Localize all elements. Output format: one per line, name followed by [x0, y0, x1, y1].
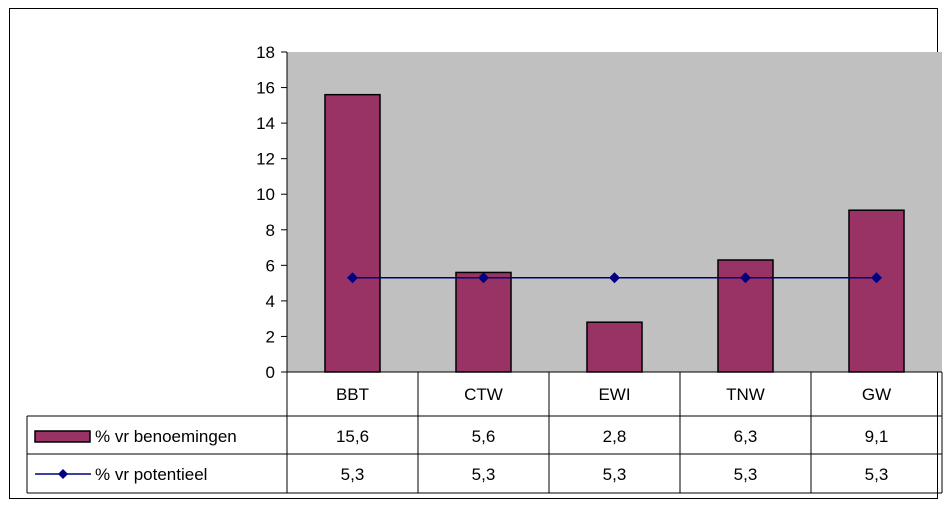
x-tick-label: GW	[862, 385, 891, 404]
data-label: 6,3	[734, 427, 758, 446]
y-tick-label: 16	[256, 79, 275, 98]
data-label: 5,3	[865, 465, 889, 484]
y-tick-label: 8	[266, 221, 275, 240]
bar-CTW	[455, 271, 512, 373]
y-tick-label: 14	[256, 114, 275, 133]
bar-EWI	[586, 321, 643, 373]
data-label: 5,6	[472, 427, 496, 446]
data-label: 15,6	[336, 427, 369, 446]
line-marker-GW	[871, 272, 882, 284]
data-label: 5,3	[734, 465, 758, 484]
line-marker-EWI	[609, 272, 620, 284]
legend-label: % vr potentieel	[95, 465, 207, 484]
legend-key-bar	[34, 430, 91, 443]
data-label: 9,1	[865, 427, 889, 446]
bar-GW	[848, 209, 905, 373]
x-tick-label: EWI	[598, 385, 630, 404]
y-tick-label: 10	[256, 185, 275, 204]
data-label: 5,3	[603, 465, 627, 484]
y-tick-label: 6	[266, 256, 275, 275]
line-marker-BBT	[347, 272, 358, 284]
y-tick-label: 12	[256, 150, 275, 169]
y-tick-label: 18	[256, 43, 275, 62]
y-tick-label: 0	[266, 363, 275, 382]
data-label: 5,3	[472, 465, 496, 484]
legend-label: % vr benoemingen	[95, 427, 237, 446]
x-tick-label: CTW	[464, 385, 503, 404]
x-tick-label: TNW	[726, 385, 765, 404]
y-tick-label: 2	[266, 327, 275, 346]
legend-key-marker	[58, 469, 68, 479]
bar-BBT	[324, 93, 381, 373]
data-label: 5,3	[341, 465, 365, 484]
x-tick-label: BBT	[336, 385, 369, 404]
data-label: 2,8	[603, 427, 627, 446]
line-marker-TNW	[740, 272, 751, 284]
plot-area	[287, 52, 942, 372]
y-tick-label: 4	[266, 292, 275, 311]
line-marker-CTW	[478, 272, 489, 284]
